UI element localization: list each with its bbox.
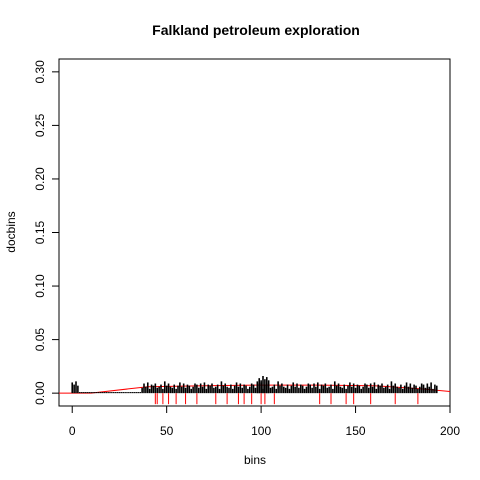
x-axis: 0 50 100 150 200 — [69, 405, 460, 438]
y-axis: 0.00 0.05 0.10 0.15 0.20 0.25 0.30 — [33, 60, 60, 405]
y-tick-label: 0.05 — [33, 328, 47, 352]
x-axis-label: bins — [244, 453, 266, 467]
x-tick-label: 200 — [440, 424, 460, 438]
y-axis-label: docbins — [4, 211, 18, 252]
plot-frame — [58, 58, 451, 407]
bar-series — [71, 376, 438, 394]
x-tick-label: 50 — [160, 424, 174, 438]
y-tick-label: 0.15 — [33, 220, 47, 244]
y-tick-label: 0.30 — [33, 60, 47, 84]
x-tick-label: 0 — [69, 424, 76, 438]
chart-title: Falkland petroleum exploration — [152, 22, 360, 38]
y-tick-label: 0.25 — [33, 113, 47, 137]
marker-series — [154, 393, 419, 405]
x-tick-label: 150 — [346, 424, 366, 438]
y-tick-label: 0.10 — [33, 274, 47, 298]
y-tick-label: 0.20 — [33, 167, 47, 191]
x-tick-label: 100 — [251, 424, 271, 438]
y-tick-label: 0.00 — [33, 381, 47, 405]
